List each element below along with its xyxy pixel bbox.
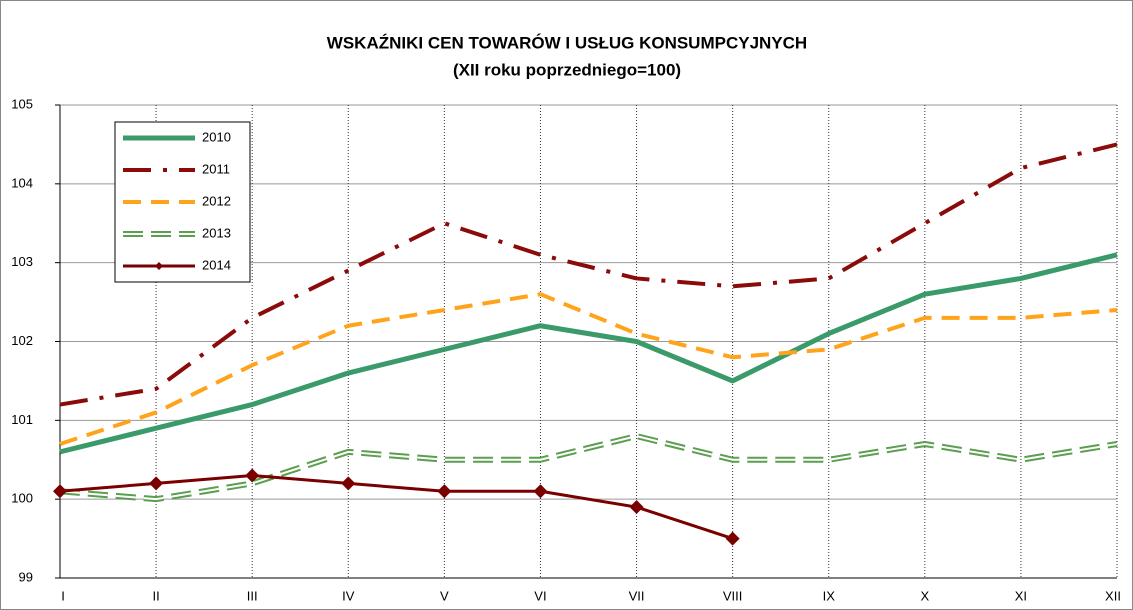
y-tick-label: 103 bbox=[11, 254, 33, 269]
legend-label: 2014 bbox=[202, 257, 231, 272]
x-tick-label: IX bbox=[823, 588, 836, 603]
y-tick-label: 105 bbox=[11, 96, 33, 111]
x-tick-label: VII bbox=[629, 588, 645, 603]
series-line bbox=[59, 252, 1118, 455]
x-tick-label: XII bbox=[1105, 588, 1121, 603]
x-tick-label: II bbox=[152, 588, 159, 603]
x-tick-label: V bbox=[440, 588, 449, 603]
point-marker bbox=[149, 476, 164, 491]
point-marker bbox=[53, 484, 67, 499]
point-marker bbox=[437, 484, 452, 499]
x-tick-label: XI bbox=[1015, 588, 1027, 603]
chart-title: WSKAŹNIKI CEN TOWARÓW I USŁUG KONSUMPCYJ… bbox=[327, 33, 807, 52]
series-line bbox=[59, 142, 1118, 407]
x-tick-label: I bbox=[61, 588, 65, 603]
point-marker bbox=[725, 531, 740, 546]
y-tick-label: 104 bbox=[11, 175, 33, 190]
legend-label: 2011 bbox=[202, 161, 230, 176]
point-marker bbox=[629, 500, 644, 515]
series-line bbox=[59, 435, 1118, 501]
y-tick-label: 100 bbox=[11, 491, 33, 506]
x-tick-label: VIII bbox=[723, 588, 743, 603]
y-tick-label: 99 bbox=[19, 569, 33, 584]
point-marker bbox=[341, 476, 356, 491]
legend-label: 2012 bbox=[202, 193, 231, 208]
series-line bbox=[59, 474, 734, 541]
legend-label: 2010 bbox=[202, 129, 231, 144]
legend-marker bbox=[155, 262, 163, 270]
point-marker bbox=[245, 468, 260, 483]
x-tick-label: III bbox=[247, 588, 258, 603]
y-tick-label: 101 bbox=[11, 412, 33, 427]
x-tick-label: IV bbox=[342, 588, 355, 603]
legend-label: 2013 bbox=[202, 225, 231, 240]
point-marker bbox=[533, 484, 548, 499]
y-tick-label: 102 bbox=[11, 333, 33, 348]
x-tick-label: VI bbox=[534, 588, 546, 603]
x-tick-label: X bbox=[920, 588, 929, 603]
chart-subtitle: (XII roku poprzedniego=100) bbox=[453, 60, 681, 79]
